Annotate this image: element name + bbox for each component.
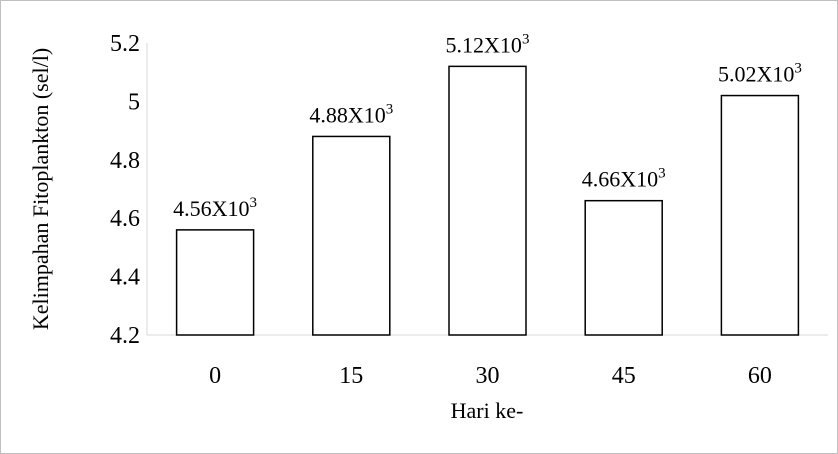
data-label-45: 4.66X103 bbox=[582, 166, 666, 192]
bar-0 bbox=[175, 229, 255, 336]
y-tick-label: 5.2 bbox=[110, 31, 140, 57]
data-label-15: 4.88X103 bbox=[309, 101, 393, 127]
data-label-60: 5.02X103 bbox=[718, 61, 802, 87]
y-tick-labels: 4.2 4.4 4.6 4.8 5 5.2 bbox=[110, 31, 140, 349]
bar-30 bbox=[448, 65, 527, 336]
x-tick-label: 15 bbox=[339, 363, 363, 389]
y-tick-label: 4.4 bbox=[110, 265, 140, 291]
data-labels: 4.56X103 4.88X103 5.12X103 4.66X103 5.02X103 bbox=[173, 31, 802, 221]
bar-15 bbox=[312, 135, 391, 336]
y-tick-label: 4.6 bbox=[110, 206, 140, 232]
x-tick-label: 0 bbox=[209, 363, 221, 389]
bar-60 bbox=[720, 94, 800, 336]
bars bbox=[175, 65, 800, 336]
y-tick-label: 5 bbox=[128, 89, 140, 115]
data-label-30: 5.12X103 bbox=[446, 31, 530, 57]
data-label-0: 4.56X103 bbox=[173, 195, 257, 221]
bar-45 bbox=[584, 199, 663, 336]
x-tick-label: 30 bbox=[476, 363, 500, 389]
y-tick-label: 4.8 bbox=[110, 148, 140, 174]
y-axis-title: Kelimpahan Fitoplankton (sel/l) bbox=[28, 48, 53, 330]
x-tick-label: 60 bbox=[748, 363, 772, 389]
x-axis-title: Hari ke- bbox=[451, 398, 524, 423]
x-tick-labels: 0 15 30 45 60 bbox=[209, 363, 772, 389]
x-tick-label: 45 bbox=[612, 363, 636, 389]
y-tick-label: 4.2 bbox=[110, 323, 140, 349]
